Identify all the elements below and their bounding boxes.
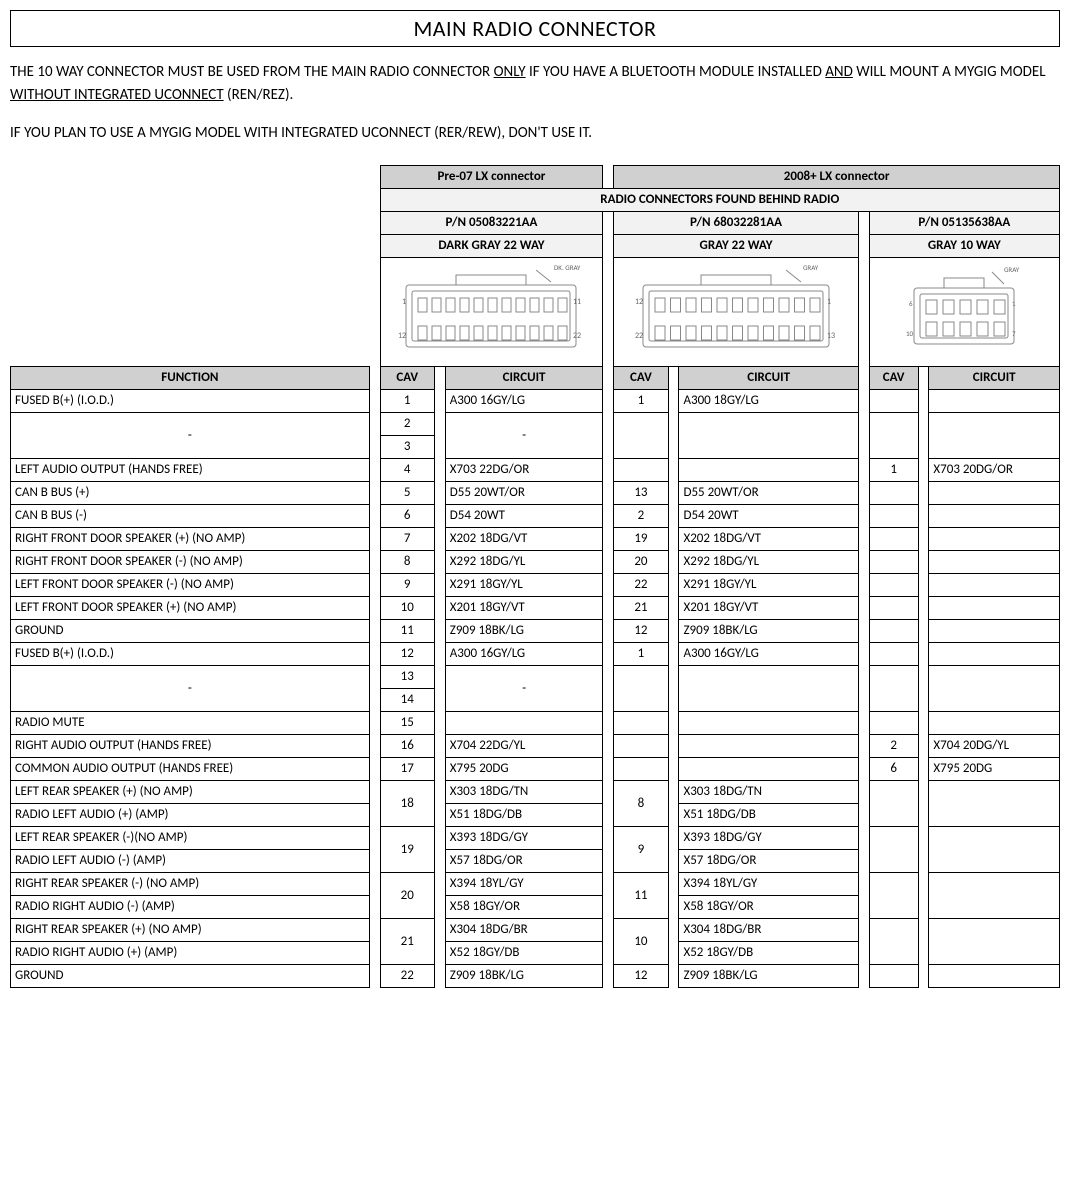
- col-circuit1: CIRCUIT: [445, 366, 603, 389]
- table-row: LEFT REAR SPEAKER (+) (NO AMP)18X303 18D…: [11, 780, 1060, 803]
- pn1: P/N 05083221AA: [380, 211, 603, 234]
- table-row: FUSED B(+) (I.O.D.)12A300 16GY/LG1A300 1…: [11, 642, 1060, 665]
- table-row: RIGHT AUDIO OUTPUT (HANDS FREE)16X704 22…: [11, 734, 1060, 757]
- intro-p1-b: IF YOU HAVE A BLUETOOTH MODULE INSTALLED: [526, 63, 826, 81]
- connector3-diagram: GRAY 6 1 10 7: [869, 257, 1059, 366]
- table-row: CAN B BUS (+)5D55 20WT/OR13D55 20WT/OR: [11, 481, 1060, 504]
- table-row: LEFT REAR SPEAKER (-)(NO AMP)19X393 18DG…: [11, 826, 1060, 849]
- svg-text:10: 10: [906, 329, 914, 338]
- svg-text:1: 1: [1012, 299, 1016, 308]
- c1: DARK GRAY 22 WAY: [380, 234, 603, 257]
- svg-text:1: 1: [402, 297, 406, 307]
- svg-text:11: 11: [573, 297, 581, 307]
- table-row: RIGHT FRONT DOOR SPEAKER (+) (NO AMP)7X2…: [11, 527, 1060, 550]
- table-row: CAN B BUS (-)6D54 20WT2D54 20WT: [11, 504, 1060, 527]
- svg-text:22: 22: [635, 331, 643, 341]
- svg-text:12: 12: [398, 331, 406, 341]
- conn2-label: GRAY: [803, 263, 819, 272]
- table-row: RIGHT REAR SPEAKER (+) (NO AMP)21X304 18…: [11, 918, 1060, 941]
- c2: GRAY 22 WAY: [614, 234, 859, 257]
- svg-text:7: 7: [1012, 329, 1016, 338]
- svg-text:22: 22: [573, 331, 581, 341]
- col-circuit2: CIRCUIT: [679, 366, 858, 389]
- svg-text:12: 12: [635, 297, 643, 307]
- table-row: COMMON AUDIO OUTPUT (HANDS FREE)17X795 2…: [11, 757, 1060, 780]
- intro-p1: THE 10 WAY CONNECTOR MUST BE USED FROM T…: [10, 61, 1060, 106]
- connector2-diagram: GRAY 12 1 22 13: [614, 257, 859, 366]
- table-row: LEFT FRONT DOOR SPEAKER (-) (NO AMP)9X29…: [11, 573, 1060, 596]
- table-row: LEFT FRONT DOOR SPEAKER (+) (NO AMP)10X2…: [11, 596, 1060, 619]
- intro-u1: ONLY: [494, 63, 526, 81]
- svg-text:1: 1: [827, 297, 831, 307]
- table-row: FUSED B(+) (I.O.D.)1A300 16GY/LG1A300 18…: [11, 389, 1060, 412]
- hdr-post08: 2008+ LX connector: [614, 165, 1060, 188]
- table-row: RADIO MUTE15: [11, 711, 1060, 734]
- intro-u2: AND: [825, 63, 853, 81]
- intro-p2: IF YOU PLAN TO USE A MYGIG MODEL WITH IN…: [10, 122, 1060, 145]
- pn3: P/N 05135638AA: [869, 211, 1059, 234]
- connector1-diagram: DK. GRAY 1 11 12 22: [380, 257, 603, 366]
- table-row: RIGHT FRONT DOOR SPEAKER (-) (NO AMP)8X2…: [11, 550, 1060, 573]
- intro-u3: WITHOUT INTEGRATED UCONNECT: [10, 86, 224, 104]
- c3: GRAY 10 WAY: [869, 234, 1059, 257]
- conn1-label: DK. GRAY: [554, 263, 581, 272]
- intro-p1-d: (REN/REZ).: [224, 86, 294, 104]
- svg-text:6: 6: [909, 299, 913, 308]
- connector-table: Pre-07 LX connector 2008+ LX connector R…: [10, 165, 1060, 988]
- col-cav3: CAV: [869, 366, 918, 389]
- col-function: FUNCTION: [11, 366, 370, 389]
- page-title: MAIN RADIO CONNECTOR: [10, 10, 1060, 47]
- table-row: LEFT AUDIO OUTPUT (HANDS FREE)4X703 22DG…: [11, 458, 1060, 481]
- intro-p1-a: THE 10 WAY CONNECTOR MUST BE USED FROM T…: [10, 63, 494, 81]
- intro-p1-c: WILL MOUNT A MYGIG MODEL: [853, 63, 1046, 81]
- col-cav2: CAV: [614, 366, 668, 389]
- hdr-found: RADIO CONNECTORS FOUND BEHIND RADIO: [380, 188, 1059, 211]
- table-row: RIGHT REAR SPEAKER (-) (NO AMP)20X394 18…: [11, 872, 1060, 895]
- hdr-pre07: Pre-07 LX connector: [380, 165, 603, 188]
- table-row: -2-: [11, 412, 1060, 435]
- conn3-label: GRAY: [1004, 265, 1020, 274]
- svg-text:13: 13: [827, 331, 835, 341]
- col-circuit3: CIRCUIT: [929, 366, 1060, 389]
- table-row: -13-: [11, 665, 1060, 688]
- pn2: P/N 68032281AA: [614, 211, 859, 234]
- table-row: GROUND22Z909 18BK/LG12Z909 18BK/LG: [11, 964, 1060, 987]
- col-cav1: CAV: [380, 366, 434, 389]
- intro-text: THE 10 WAY CONNECTOR MUST BE USED FROM T…: [10, 61, 1060, 145]
- table-row: GROUND11Z909 18BK/LG12Z909 18BK/LG: [11, 619, 1060, 642]
